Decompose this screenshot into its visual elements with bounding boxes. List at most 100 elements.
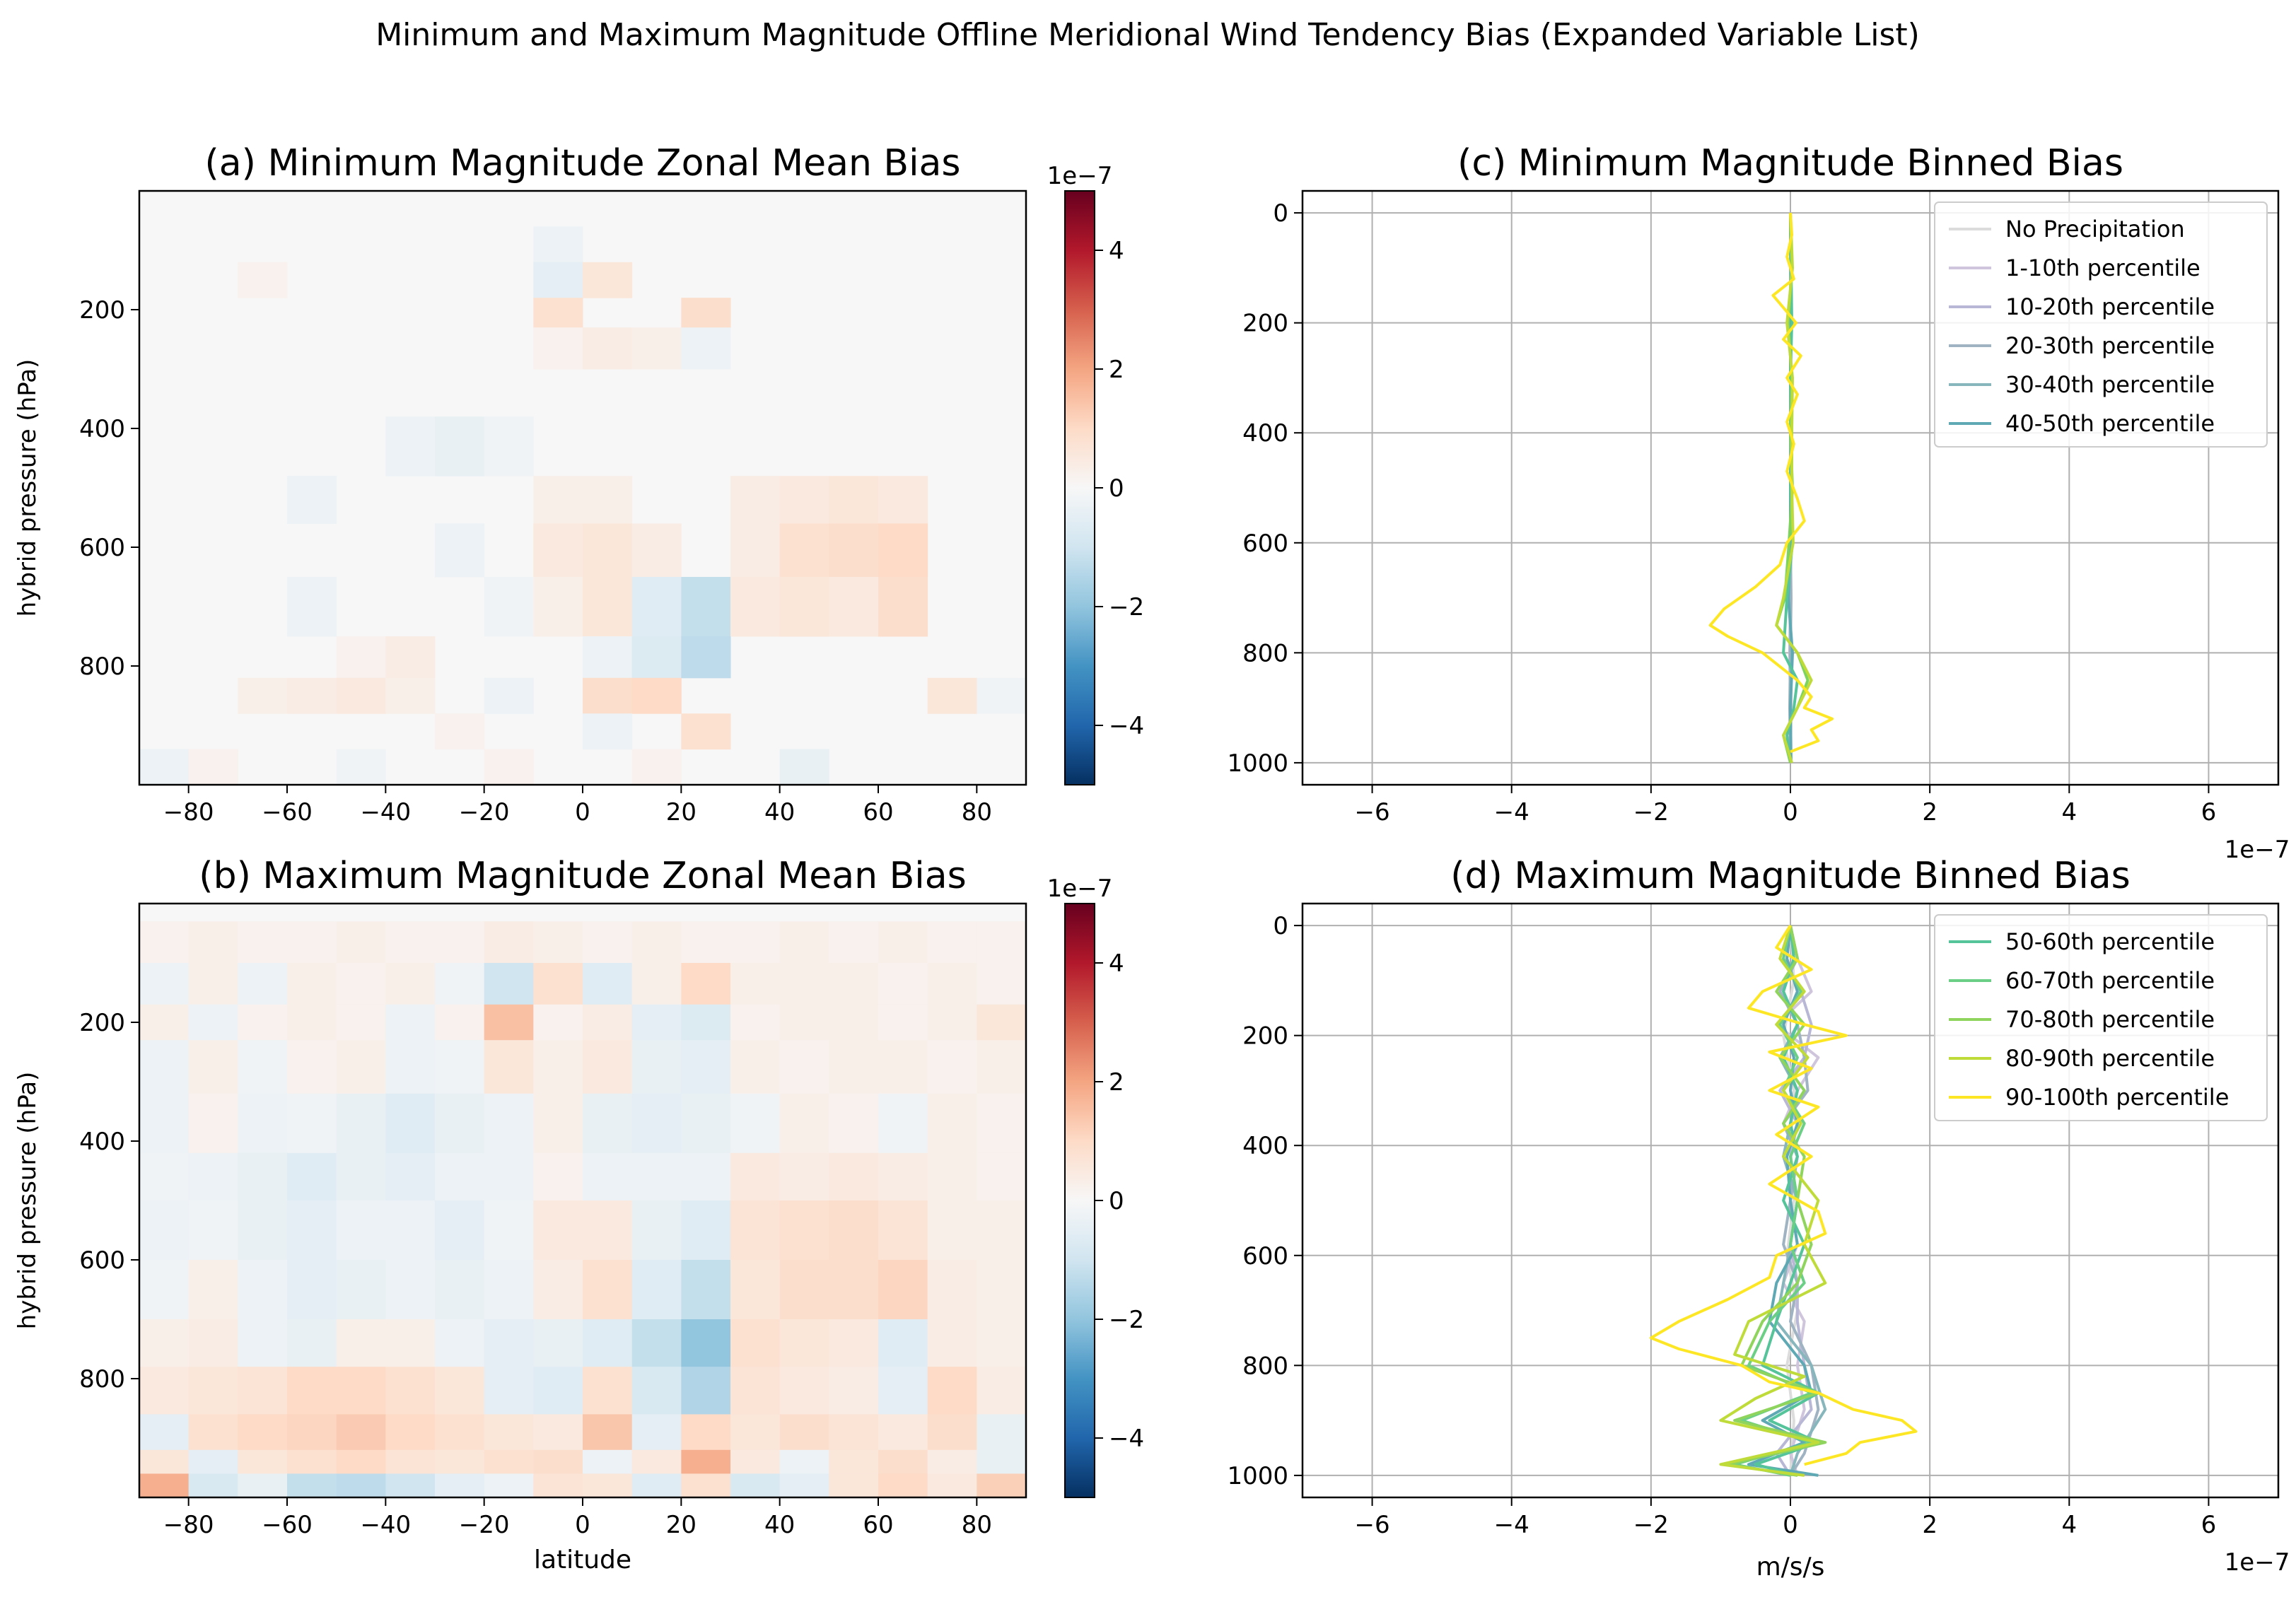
heatmap-cell xyxy=(631,1152,682,1201)
heatmap-cell xyxy=(829,1152,879,1201)
heatmap-cell xyxy=(878,476,928,524)
heatmap-cell xyxy=(631,327,682,370)
heatmap-cell xyxy=(779,523,829,578)
x-tick-label: −40 xyxy=(360,798,411,826)
heatmap-cell xyxy=(583,577,633,637)
panel-d-lineplot: −6 −4 −2 0 2 4 6 0 200 400 600 800 1000 (d) Maximum M… xyxy=(1227,855,2290,1582)
heatmap-cell xyxy=(681,1260,731,1320)
heatmap-cell xyxy=(927,1449,977,1474)
heatmap-cell xyxy=(139,1152,190,1201)
heatmap-cell xyxy=(977,1200,1027,1261)
x-tick-label: 20 xyxy=(666,798,697,826)
heatmap-cell xyxy=(435,1004,485,1041)
heatmap-cell xyxy=(583,1449,633,1474)
heatmap-cell xyxy=(435,1200,485,1261)
y-tick-label: 600 xyxy=(79,534,125,562)
heatmap-cell xyxy=(139,1414,190,1451)
heatmap-cell xyxy=(878,577,928,637)
x-tick-label: −60 xyxy=(262,798,313,826)
heatmap-cell xyxy=(533,1004,583,1041)
y-tick-label: 600 xyxy=(1242,1242,1288,1270)
heatmap-cell xyxy=(385,1093,436,1154)
heatmap-cell xyxy=(238,1414,288,1451)
heatmap-cell xyxy=(977,1414,1027,1451)
heatmap-cell xyxy=(533,476,583,524)
heatmap-cell xyxy=(681,327,731,370)
legend-box xyxy=(1934,201,2268,448)
heatmap-cell xyxy=(484,921,534,964)
x-tick-label: 80 xyxy=(962,1511,992,1539)
legend-entry: 20-30th percentile xyxy=(2005,332,2215,359)
heatmap-cell xyxy=(238,1260,288,1320)
heatmap-cell xyxy=(188,1004,238,1041)
x-tick-label: 2 xyxy=(1922,798,1937,826)
x-tick-label: 40 xyxy=(764,798,795,826)
heatmap-cell xyxy=(385,1367,436,1415)
y-tick-label: 400 xyxy=(1242,419,1288,448)
heatmap-cell xyxy=(730,1040,781,1094)
heatmap-cell xyxy=(779,577,829,637)
heatmap-cell xyxy=(779,1260,829,1320)
heatmap-cell xyxy=(435,1367,485,1415)
heatmap-cell xyxy=(878,1414,928,1451)
heatmap-cell xyxy=(435,1449,485,1474)
heatmap-cell xyxy=(583,1367,633,1415)
heatmap-cell xyxy=(533,1414,583,1451)
heatmap-cell xyxy=(829,1004,879,1041)
heatmap-cell xyxy=(977,921,1027,964)
heatmap-cell xyxy=(336,1414,386,1451)
heatmap-cell xyxy=(779,1200,829,1261)
heatmap-cell xyxy=(878,523,928,578)
heatmap-cell xyxy=(287,677,337,714)
heatmap-cell xyxy=(977,963,1027,1005)
heatmap-cell xyxy=(583,1152,633,1201)
heatmap-cell xyxy=(533,1200,583,1261)
heatmap-cell xyxy=(829,1040,879,1094)
heatmap-cell xyxy=(829,1414,879,1451)
heatmap-cell xyxy=(681,636,731,679)
panel-title: (b) Maximum Magnitude Zonal Mean Bias xyxy=(199,855,966,897)
heatmap-cell xyxy=(287,1200,337,1261)
heatmap-cell xyxy=(287,1093,337,1154)
y-tick-label: 0 xyxy=(1273,199,1288,228)
heatmap-cell xyxy=(829,523,879,578)
heatmap-cell xyxy=(533,1473,583,1498)
y-tick-label: 1000 xyxy=(1227,749,1288,778)
heatmap-cell xyxy=(533,577,583,637)
heatmap-cell xyxy=(977,1004,1027,1041)
heatmap-cell xyxy=(139,1004,190,1041)
heatmap-cell xyxy=(188,1200,238,1261)
heatmap-cell xyxy=(238,921,288,964)
heatmap-cell xyxy=(779,1152,829,1201)
heatmap-cell xyxy=(336,1319,386,1367)
heatmap-cell xyxy=(779,1414,829,1451)
heatmap-cell xyxy=(435,1319,485,1367)
x-axis-label: latitude xyxy=(534,1545,631,1574)
heatmap-cell xyxy=(238,963,288,1005)
heatmap-cell xyxy=(484,1473,534,1498)
x-tick-label: 0 xyxy=(575,798,590,826)
legend-entry: 50-60th percentile xyxy=(2005,928,2215,955)
heatmap-cell xyxy=(927,1473,977,1498)
heatmap-cell xyxy=(533,1449,583,1474)
panel-c-lineplot: −6 −4 −2 0 2 4 6 0 200 400 600 800 1000 (c) Minimum M… xyxy=(1227,142,2290,864)
heatmap-cell xyxy=(681,963,731,1005)
colorbar-tick-label: 2 xyxy=(1109,356,1124,384)
heatmap-cell xyxy=(287,921,337,964)
panel-title: (d) Maximum Magnitude Binned Bias xyxy=(1450,855,2131,897)
heatmap-cell xyxy=(730,1200,781,1261)
heatmap-cell xyxy=(977,1152,1027,1201)
heatmap-cell xyxy=(385,1414,436,1451)
heatmap-cell xyxy=(139,1367,190,1415)
heatmap-cell xyxy=(927,963,977,1005)
x-tick-label: 60 xyxy=(863,1511,893,1539)
heatmap-cell xyxy=(829,577,879,637)
heatmap-cell xyxy=(730,1473,781,1498)
heatmap-cell xyxy=(533,1260,583,1320)
x-tick-label: 20 xyxy=(666,1511,697,1539)
heatmap-cell xyxy=(533,298,583,328)
heatmap-cell xyxy=(238,1093,288,1154)
heatmap-cell xyxy=(583,262,633,298)
x-tick-label: 40 xyxy=(764,1511,795,1539)
heatmap-cell xyxy=(484,1319,534,1367)
